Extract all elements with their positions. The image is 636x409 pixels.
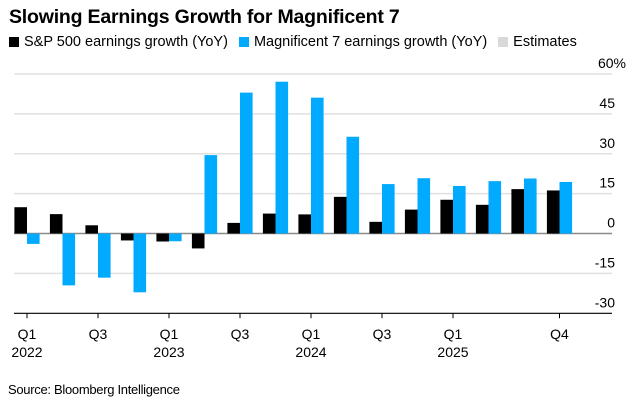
y-tick-label: 30 [599, 135, 615, 151]
bar-sp500 [191, 233, 205, 249]
bar-sp500 [227, 222, 240, 234]
legend-label-sp500: S&P 500 earnings growth (YoY) [24, 34, 228, 50]
x-tick-label: Q1 [302, 326, 321, 342]
x-tick-label: Q3 [373, 326, 392, 342]
x-tick-label: Q1 [160, 326, 179, 342]
bar-sp500 [546, 190, 560, 234]
legend-swatch-estimates [498, 37, 509, 47]
bar-mag7 [346, 136, 360, 234]
x-tick-label: Q1 [444, 326, 463, 342]
bar-sp500 [369, 221, 382, 234]
bar-mag7 [488, 181, 502, 234]
bar-mag7 [382, 184, 395, 234]
x-tick-year-label: 2022 [11, 344, 42, 360]
bar-sp500 [49, 214, 63, 234]
y-tick-label: 60% [598, 55, 626, 71]
bar-sp500 [511, 189, 524, 234]
bar-mag7 [62, 233, 76, 286]
bar-sp500 [120, 233, 134, 241]
legend-swatch-sp500 [9, 37, 19, 47]
bar-mag7 [311, 97, 324, 234]
x-tick-label: Q3 [89, 326, 108, 342]
bar-mag7 [524, 178, 537, 234]
bar-mag7 [204, 155, 218, 234]
y-tick-label: 0 [607, 215, 615, 231]
bar-sp500 [440, 199, 453, 234]
bar-sp500 [156, 233, 169, 242]
bar-mag7 [27, 233, 40, 244]
x-axis: Q1 2022 Q3 Q1 2023 Q3 Q1 2024 Q3 Q1 2025 Q4 [11, 312, 612, 360]
bar-mag7 [240, 92, 253, 234]
bar-sp500 [262, 213, 276, 234]
bar-sp500 [333, 196, 347, 234]
x-tick-year-label: 2025 [437, 344, 468, 360]
x-tick-label: Q3 [231, 326, 250, 342]
bar-mag7 [133, 233, 147, 293]
legend-swatch-mag7 [238, 37, 249, 47]
source-note: Source: Bloomberg Intelligence [8, 382, 180, 397]
bar-sp500 [85, 225, 98, 234]
bar-mag7 [169, 233, 182, 242]
legend-label-mag7: Magnificent 7 earnings growth (YoY) [253, 34, 488, 50]
legend-label-estimates: Estimates [513, 34, 577, 50]
legend-item-mag7: Magnificent 7 earnings growth (YoY) [238, 34, 488, 50]
bar-mag7 [98, 233, 111, 278]
legend: S&P 500 earnings growth (YoY) Magnificen… [9, 34, 588, 50]
bar-mag7 [275, 81, 289, 234]
x-tick-label: Q1 [18, 326, 37, 342]
bar-sp500 [475, 204, 489, 234]
bar-mag7 [559, 181, 573, 234]
bar-mag7 [453, 185, 466, 234]
y-tick-label: 45 [599, 95, 615, 111]
y-tick-label: -30 [595, 294, 615, 310]
y-tick-label: 15 [599, 175, 615, 191]
bars [14, 81, 573, 293]
x-tick-year-label: 2024 [295, 344, 326, 360]
legend-item-sp500: S&P 500 earnings growth (YoY) [9, 34, 228, 50]
y-tick-label: -15 [595, 254, 615, 270]
bar-sp500 [14, 207, 27, 234]
bar-sp500 [404, 209, 418, 234]
y-axis: 60% 45 30 15 0 -15 -30 [595, 55, 626, 310]
chart-title: Slowing Earnings Growth for Magnificent … [9, 6, 400, 28]
bar-mag7 [417, 178, 431, 234]
x-tick-label: Q4 [550, 326, 569, 342]
legend-item-estimates: Estimates [498, 34, 577, 50]
bar-sp500 [298, 214, 311, 234]
x-tick-year-label: 2023 [153, 344, 184, 360]
